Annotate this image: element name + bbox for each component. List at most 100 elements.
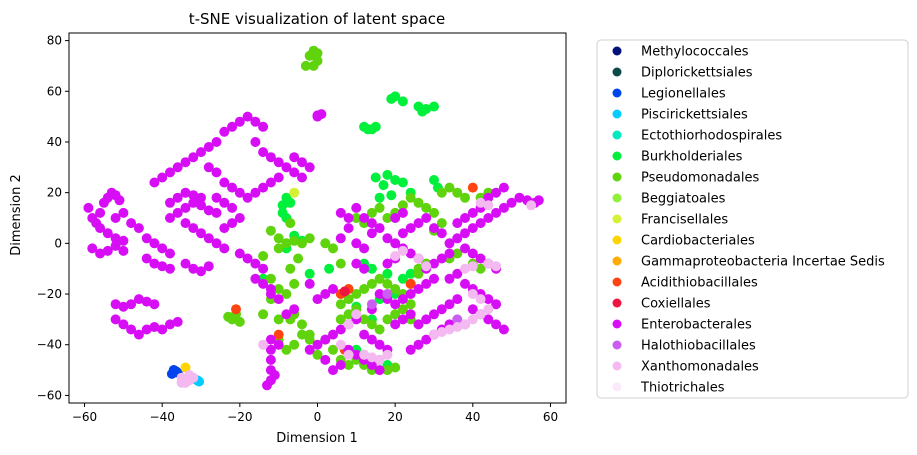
point-enterobacterales <box>188 223 199 234</box>
point-burkholderiales <box>382 169 393 180</box>
point-enterobacterales <box>203 205 214 216</box>
point-enterobacterales <box>366 334 377 345</box>
point-pseudomonadales <box>359 314 370 325</box>
point-enterobacterales <box>258 182 269 193</box>
point-pseudomonadales <box>366 278 377 289</box>
point-enterobacterales <box>351 258 362 269</box>
point-enterobacterales <box>273 339 284 350</box>
legend: Methylococcales Diplorickettsiales Legione… <box>596 39 909 399</box>
point-enterobacterales <box>203 261 214 272</box>
point-enterobacterales <box>157 324 168 335</box>
plot-points <box>83 45 544 391</box>
point-enterobacterales <box>374 289 385 299</box>
point-enterobacterales <box>234 116 245 127</box>
point-burkholderiales <box>285 197 296 208</box>
point-pseudomonadales <box>273 314 284 325</box>
point-pseudomonadales <box>397 304 408 315</box>
point-enterobacterales <box>157 243 168 254</box>
point-enterobacterales <box>157 172 168 183</box>
point-enterobacterales <box>219 126 230 137</box>
point-acidithiobacillales <box>231 304 241 315</box>
point-enterobacterales <box>413 339 424 350</box>
point-halothiobacillales <box>366 299 377 310</box>
point-xanthomonadales <box>475 294 486 305</box>
point-enterobacterales <box>335 324 346 335</box>
y-tick-label: 0 <box>54 236 62 250</box>
point-enterobacterales <box>475 253 486 264</box>
point-burkholderiales <box>397 96 408 107</box>
point-pseudomonadales <box>444 182 455 193</box>
point-pseudomonadales <box>308 60 319 71</box>
point-enterobacterales <box>436 228 447 239</box>
point-francisellales <box>289 187 300 198</box>
point-enterobacterales <box>397 228 408 239</box>
legend-marker-halothiobacillales <box>612 340 622 350</box>
point-pseudomonadales <box>366 207 377 218</box>
legend-box <box>596 39 909 399</box>
point-xanthomonadales <box>483 304 494 315</box>
point-enterobacterales <box>397 294 408 305</box>
point-pseudomonadales <box>289 278 300 289</box>
point-enterobacterales <box>366 360 377 370</box>
point-enterobacterales <box>514 192 525 203</box>
x-tick-label: 0 <box>314 410 322 424</box>
point-enterobacterales <box>118 245 129 256</box>
point-enterobacterales <box>460 243 470 254</box>
point-enterobacterales <box>460 213 470 223</box>
point-enterobacterales <box>351 238 362 249</box>
point-enterobacterales <box>413 319 424 330</box>
point-enterobacterales <box>335 360 346 370</box>
point-enterobacterales <box>397 314 408 325</box>
legend-marker-legionellales <box>612 88 622 98</box>
point-enterobacterales <box>289 167 300 178</box>
x-tick-label: −60 <box>72 410 97 424</box>
point-burkholderiales <box>421 104 432 114</box>
point-enterobacterales <box>483 314 494 325</box>
point-xanthomonadales <box>467 261 478 272</box>
point-enterobacterales <box>180 202 191 213</box>
point-pseudomonadales <box>312 349 323 360</box>
point-enterobacterales <box>180 218 191 229</box>
chart-title: t-SNE visualization of latent space <box>189 10 446 28</box>
point-enterobacterales <box>436 304 447 315</box>
legend-label-gammaproteobacteria-incertae-sedis: Gammaproteobacteria Incertae Sedis <box>641 255 885 270</box>
point-burkholderiales <box>304 268 315 279</box>
point-enterobacterales <box>118 319 129 330</box>
point-enterobacterales <box>390 299 401 310</box>
legend-marker-gammaproteobacteria-incertae-sedis <box>612 256 622 266</box>
point-enterobacterales <box>281 162 292 173</box>
point-pseudomonadales <box>382 213 393 223</box>
point-enterobacterales <box>421 213 432 223</box>
point-xanthomonadales <box>351 309 362 320</box>
point-pseudomonadales <box>297 238 307 249</box>
point-enterobacterales <box>359 213 370 223</box>
point-pseudomonadales <box>413 263 424 274</box>
point-burkholderiales <box>366 124 377 135</box>
point-pseudomonadales <box>273 233 284 244</box>
point-enterobacterales <box>460 278 470 289</box>
point-enterobacterales <box>405 289 416 299</box>
point-enterobacterales <box>429 223 439 234</box>
point-halothiobacillales <box>382 289 393 299</box>
point-xanthomonadales <box>176 377 187 388</box>
point-enterobacterales <box>312 110 323 121</box>
point-enterobacterales <box>203 162 214 173</box>
legend-marker-acidithiobacillales <box>612 277 622 287</box>
legend-label-burkholderiales: Burkholderiales <box>641 150 743 165</box>
point-enterobacterales <box>227 121 238 132</box>
point-xanthomonadales <box>343 349 354 360</box>
point-burkholderiales <box>390 91 401 102</box>
legend-marker-pseudomonadales <box>612 172 622 182</box>
point-enterobacterales <box>110 213 121 223</box>
point-xanthomonadales <box>421 261 432 272</box>
point-pseudomonadales <box>281 238 292 249</box>
point-enterobacterales <box>180 157 191 168</box>
point-xanthomonadales <box>491 261 502 272</box>
legend-label-piscirickettsiales: Piscirickettsiales <box>641 108 748 123</box>
point-enterobacterales <box>165 213 175 223</box>
point-enterobacterales <box>265 334 276 345</box>
point-enterobacterales <box>242 253 253 264</box>
point-enterobacterales <box>211 192 222 203</box>
point-enterobacterales <box>498 202 509 213</box>
